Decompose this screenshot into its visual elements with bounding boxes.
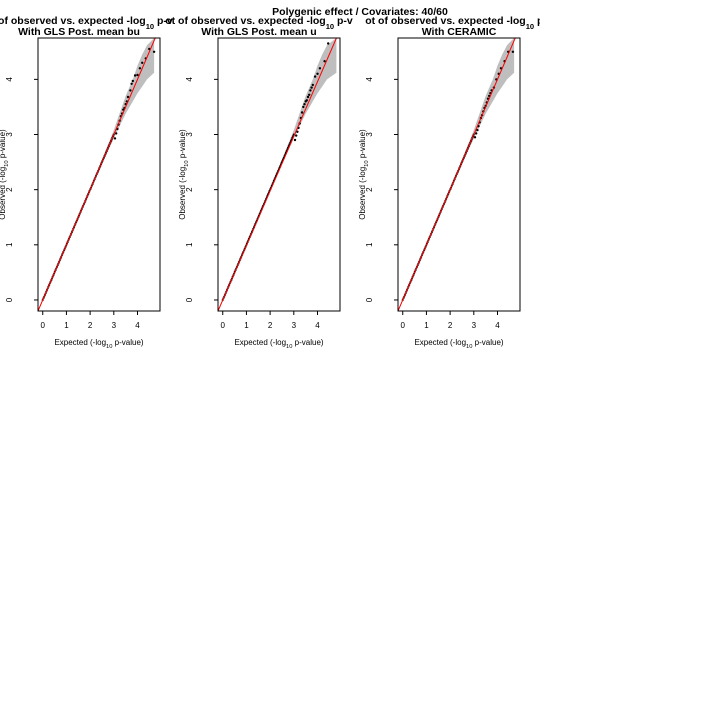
y-tick-label: 4 [365,77,374,82]
y-tick-label: 4 [185,77,194,82]
y-tick-label: 0 [5,297,14,302]
data-point [136,73,139,77]
x-axis-label: Expected (-log10 p-value) [54,338,143,350]
data-point [130,82,133,86]
data-point [475,132,478,135]
data-point [302,105,305,109]
data-point [295,134,298,137]
y-tick-label: 3 [185,132,194,137]
panel-title-line2: With CERAMIC [422,26,497,38]
reference-line [37,37,156,312]
y-axis-label: Observed (-log10 p-value) [0,129,10,220]
plot-frame [37,37,161,312]
data-point [327,42,330,45]
x-tick-label: 0 [221,321,226,330]
data-point [113,137,117,140]
data-point [296,130,299,133]
y-tick-label: 3 [5,132,14,137]
data-point [311,83,314,87]
y-tick-label: 1 [185,242,194,247]
panel-title-line1: ot of observed vs. expected -log10 p-v [165,15,353,31]
plot-frame [217,37,341,312]
x-tick-label: 0 [401,321,406,330]
data-point [310,86,313,89]
x-tick-label: 2 [88,321,93,330]
data-point [131,79,134,83]
y-axis-label: Observed (-log10 p-value) [178,129,190,220]
x-tick-label: 0 [41,321,46,330]
reference-line [217,37,337,312]
panel-title-line2: With GLS Post. mean u [201,26,316,38]
data-point [152,50,156,53]
y-tick-label: 1 [5,242,14,247]
y-tick-label: 2 [185,187,194,192]
x-tick-label: 1 [244,321,249,330]
y-tick-label: 3 [365,132,374,137]
data-point [126,95,130,99]
x-tick-label: 4 [315,321,320,330]
data-point [305,99,308,102]
data-point [300,111,304,114]
x-tick-label: 4 [495,321,500,330]
data-point [323,60,326,63]
data-point [138,67,142,70]
qq-panel-1: ot of observed vs. expected -log10 p-vWi… [0,15,173,350]
y-tick-label: 2 [365,187,374,192]
y-axis-label: Observed (-log10 p-value) [358,129,370,220]
panel-title-line2: With GLS Post. mean bu [18,26,140,38]
data-point [129,89,132,92]
data-point [141,61,144,64]
x-tick-label: 4 [135,321,140,330]
x-tick-label: 1 [64,321,69,330]
x-axis-label: Expected (-log10 p-value) [234,338,323,350]
data-point [316,72,319,76]
figure-title: Polygenic effect / Covariates: 40/60 [272,6,448,18]
y-tick-label: 1 [365,242,374,247]
data-point [473,136,477,139]
data-point [313,75,317,78]
y-tick-label: 4 [5,77,14,82]
data-point [293,138,297,142]
data-point [309,89,312,92]
data-point [303,103,306,106]
panel-title-line1: ot of observed vs. expected -log10 p-v [0,15,173,31]
data-point [306,95,310,99]
x-tick-label: 2 [448,321,453,330]
x-tick-label: 3 [112,321,117,330]
data-point [308,93,311,97]
x-tick-label: 3 [292,321,297,330]
panel-title-line1: ot of observed vs. expected -log10 p-v [365,15,553,31]
data-point [133,74,137,77]
y-tick-label: 0 [185,297,194,302]
x-tick-label: 3 [472,321,477,330]
data-point [476,128,479,132]
x-tick-label: 1 [424,321,429,330]
y-tick-label: 2 [5,187,14,192]
qq-panel-2: ot of observed vs. expected -log10 p-vWi… [165,15,353,350]
plot-frame [397,37,521,312]
qq-panel-3: ot of observed vs. expected -log10 p-vWi… [358,15,553,350]
data-point [511,50,515,53]
reference-line [397,37,516,312]
data-point [115,132,118,135]
x-tick-label: 2 [268,321,273,330]
x-axis-label: Expected (-log10 p-value) [414,338,503,350]
data-point [318,67,322,70]
y-tick-label: 0 [365,297,374,302]
